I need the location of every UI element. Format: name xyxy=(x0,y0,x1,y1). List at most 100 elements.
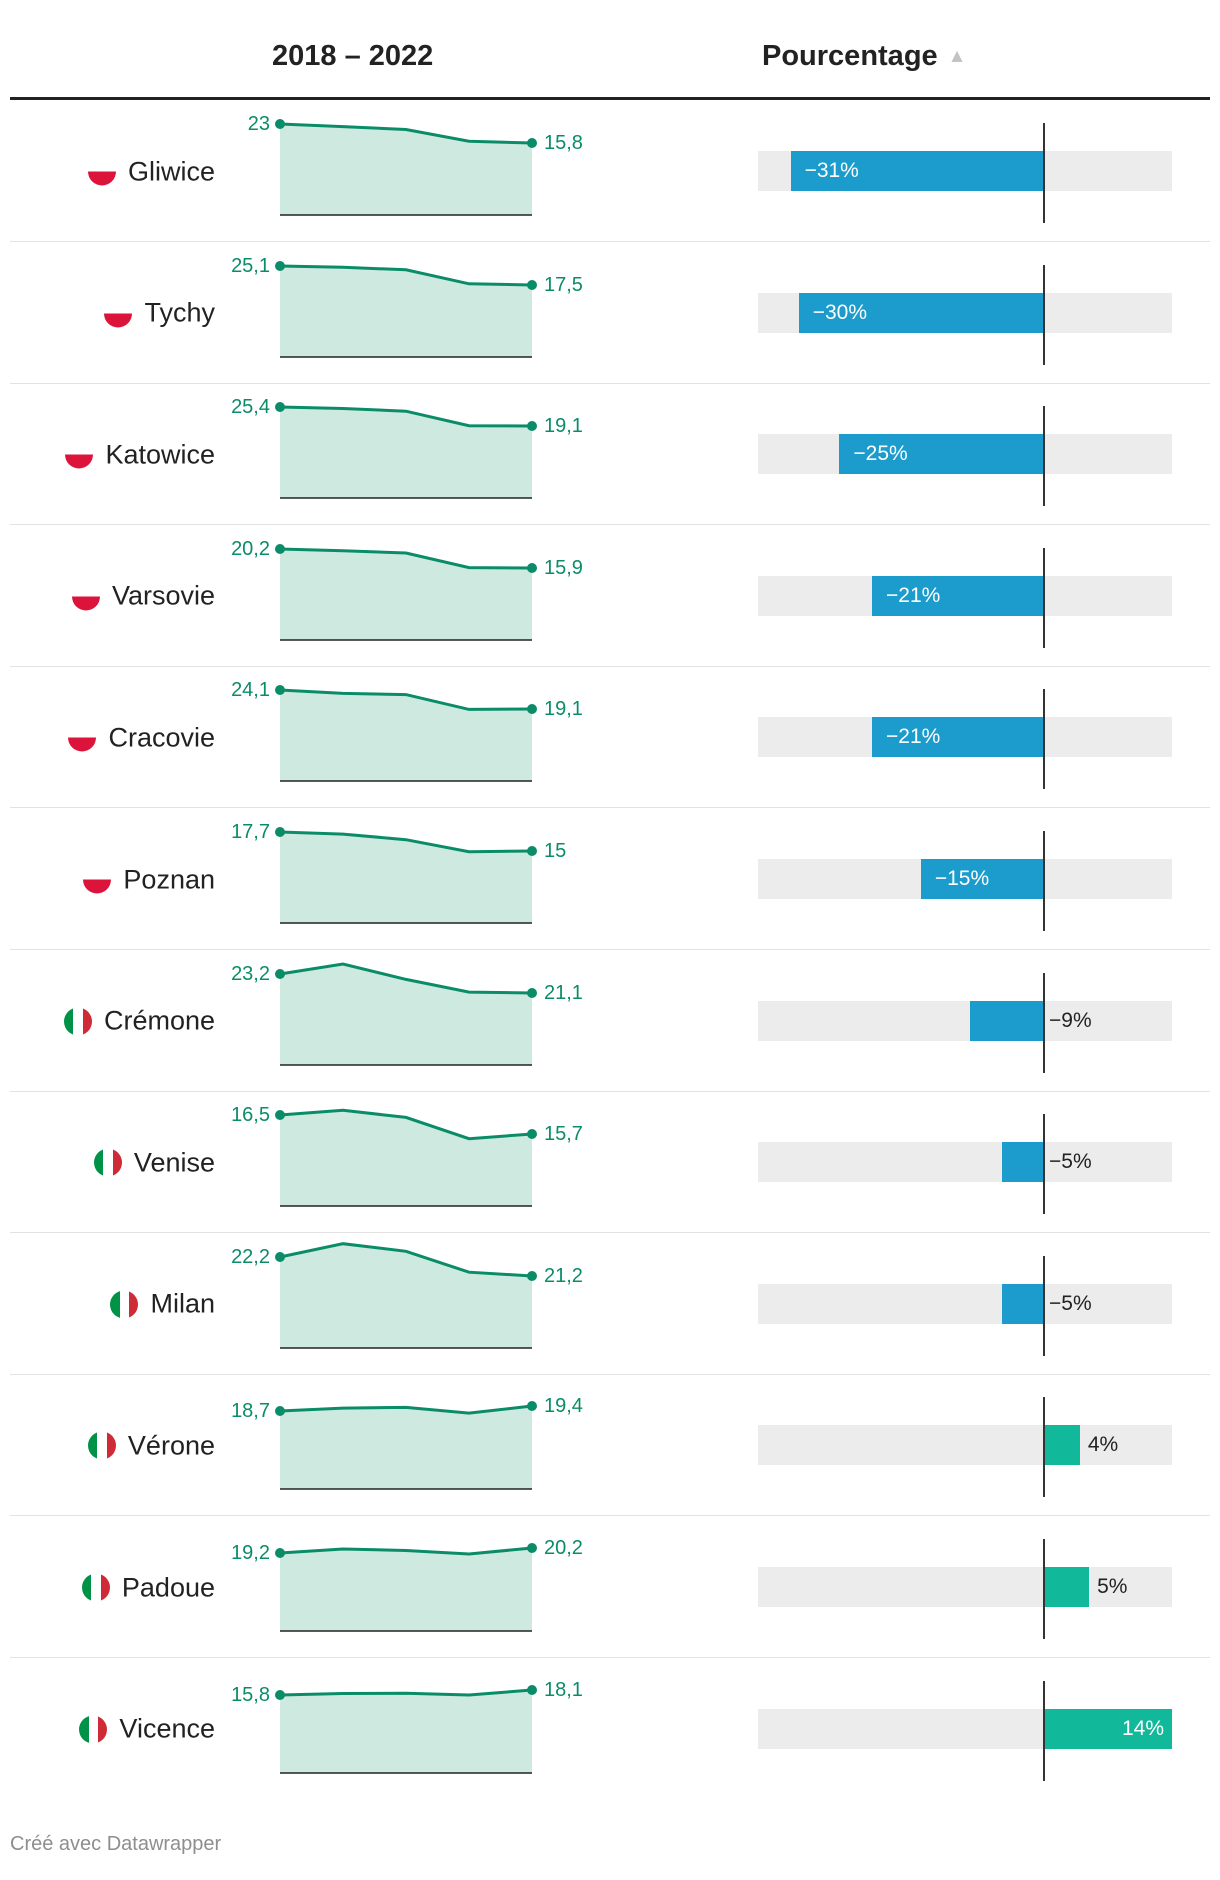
percent-bar-track: 5% xyxy=(758,1567,1172,1607)
city-name: Padoue xyxy=(121,1572,215,1602)
city-cell: Vicence xyxy=(79,1714,215,1745)
city-name: Poznan xyxy=(123,864,215,894)
italy-flag-icon xyxy=(63,1007,92,1036)
row-divider xyxy=(10,807,1210,809)
sparkline-line xyxy=(279,1546,533,1556)
sparkline-end-point xyxy=(527,562,537,573)
sparkline: 25,1 17,5 xyxy=(231,255,583,358)
column-header-years[interactable]: 2018 – 2022 xyxy=(272,40,434,72)
city-cell: Padoue xyxy=(81,1572,215,1603)
sparkline-area xyxy=(280,265,532,357)
percent-label: −21% xyxy=(886,583,941,607)
city-cell: Katowice xyxy=(65,439,215,470)
sparkline-start-point xyxy=(275,260,285,271)
sparkline-area xyxy=(280,1689,532,1773)
zero-line xyxy=(1043,689,1045,790)
percent-bar xyxy=(839,434,1043,475)
percent-bar xyxy=(1002,1283,1043,1324)
percent-label: −9% xyxy=(1049,1008,1092,1032)
footer-credit: Créé avec Datawrapper xyxy=(10,1833,222,1855)
sparkline-start-point xyxy=(275,1689,285,1700)
percent-label: −5% xyxy=(1049,1291,1092,1315)
percent-label: 5% xyxy=(1097,1575,1128,1598)
table-row: Vérone 18,7 19,4 4% xyxy=(10,1375,1210,1517)
sparkline-end-label: 19,1 xyxy=(544,698,583,720)
sparkline: 25,4 19,1 xyxy=(231,396,583,499)
zero-line xyxy=(1043,406,1045,507)
sparkline-end-label: 15,8 xyxy=(544,132,583,154)
sparkline-line xyxy=(279,1404,533,1415)
row-divider xyxy=(10,949,1210,950)
row-divider xyxy=(10,665,1210,667)
italy-flag-icon xyxy=(93,1148,122,1177)
table-row: Milan 22,2 21,2 −5% xyxy=(10,1234,1210,1375)
percent-bar-track: −31% xyxy=(758,151,1172,191)
city-name: Tychy xyxy=(144,297,215,328)
zero-line xyxy=(1043,547,1045,648)
city-name: Varsovie xyxy=(111,580,215,611)
sparkline-line xyxy=(279,962,533,995)
sparkline-end-label: 15 xyxy=(544,840,566,862)
sparkline-start-label: 19,2 xyxy=(231,1542,270,1564)
city-cell: Vérone xyxy=(87,1430,215,1461)
sparkline-end-label: 19,4 xyxy=(544,1395,583,1417)
percent-bar-track: −25% xyxy=(758,434,1172,475)
sparkline-area xyxy=(280,963,532,1065)
percent-label: 4% xyxy=(1087,1433,1119,1457)
sparkline-end-label: 15,7 xyxy=(544,1123,583,1145)
sparkline-start-point xyxy=(275,827,285,837)
sparkline-end-label: 21,2 xyxy=(544,1265,583,1287)
percent-bar-track: −5% xyxy=(758,1142,1172,1183)
table-row: Vicence 15,8 18,1 14% xyxy=(10,1659,1210,1800)
row-divider xyxy=(10,1515,1210,1517)
sparkline-end-point xyxy=(527,138,537,148)
column-header-percentage[interactable]: Pourcentage ▲ xyxy=(762,40,966,73)
sparkline-start-label: 23,2 xyxy=(231,963,270,985)
sparkline-start-label: 22,2 xyxy=(231,1246,270,1268)
sparkline-line xyxy=(279,405,533,428)
poland-flag-icon xyxy=(65,440,94,469)
city-name: Crémone xyxy=(103,1005,215,1036)
sparkline-end-point xyxy=(527,1543,537,1553)
sparkline-start-label: 17,7 xyxy=(231,821,270,843)
row-divider xyxy=(10,1373,1210,1375)
percent-label: −31% xyxy=(804,159,859,182)
italy-flag-icon xyxy=(79,1715,108,1744)
city-cell: Milan xyxy=(110,1289,215,1320)
table-row: Venise 16,5 15,7 −5% xyxy=(10,1092,1210,1234)
poland-flag-icon xyxy=(71,582,100,611)
sparkline-line xyxy=(279,1241,533,1278)
percent-bar-track: −9% xyxy=(758,1000,1172,1041)
italy-flag-icon xyxy=(87,1431,116,1460)
italy-flag-icon xyxy=(110,1290,139,1319)
sparkline-end-point xyxy=(527,421,537,432)
city-cell: Poznan xyxy=(83,864,215,895)
table-row: Gliwice 23 15,8 −31% xyxy=(10,101,1210,242)
column-header-percentage-label: Pourcentage xyxy=(762,40,938,72)
percent-label: −21% xyxy=(886,725,941,749)
sparkline-end-point xyxy=(527,1129,537,1140)
percent-label: 14% xyxy=(1121,1716,1164,1740)
sparkline-end-point xyxy=(527,1401,537,1412)
sparkline-area xyxy=(280,1406,532,1490)
sparkline-start-label: 16,5 xyxy=(231,1104,270,1126)
percent-bar xyxy=(872,575,1043,616)
percent-bar xyxy=(920,859,1043,899)
row-divider xyxy=(10,524,1210,526)
zero-line xyxy=(1043,1539,1045,1639)
sparkline-line xyxy=(279,122,533,145)
percent-bar xyxy=(1002,1142,1043,1183)
sparkline-end-label: 21,1 xyxy=(544,982,583,1004)
sparkline-start-point xyxy=(275,685,285,696)
sparkline-start-label: 20,2 xyxy=(231,538,270,560)
zero-line xyxy=(1043,123,1045,223)
sparkline-area xyxy=(280,832,532,923)
sparkline-start-point xyxy=(275,543,285,554)
sparkline: 16,5 15,7 xyxy=(231,1104,583,1207)
city-cell: Cracovie xyxy=(68,722,215,753)
city-name: Milan xyxy=(150,1288,215,1319)
sparkline-line xyxy=(279,264,533,287)
poland-flag-icon xyxy=(87,157,116,186)
sparkline-end-label: 18,1 xyxy=(544,1679,583,1701)
sparkline-area xyxy=(280,1243,532,1348)
